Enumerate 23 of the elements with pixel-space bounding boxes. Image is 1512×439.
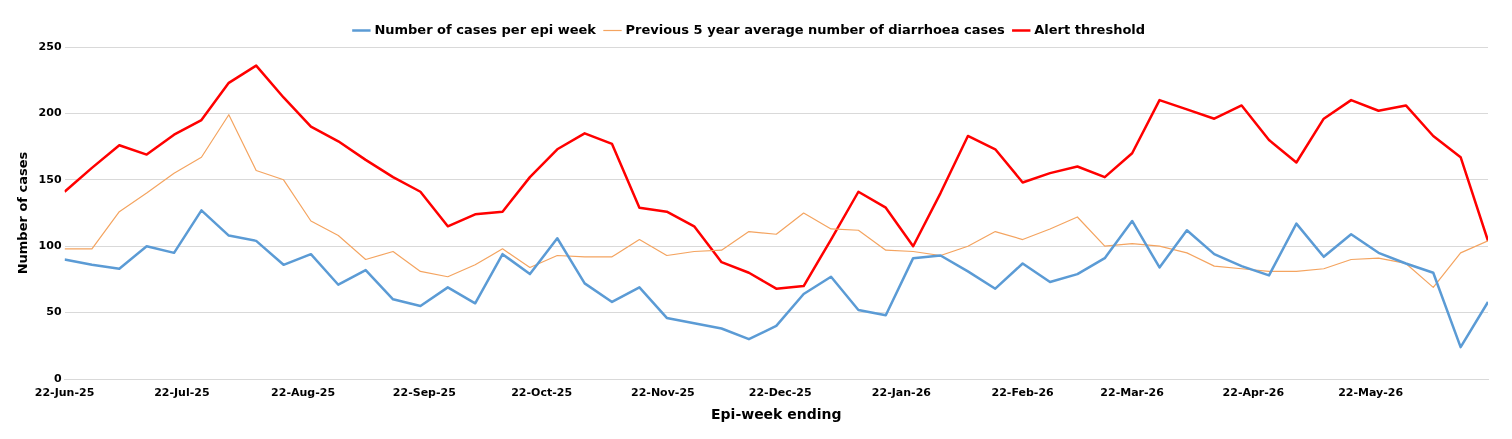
x-tick-label: 22-May-26 [1338,386,1404,400]
x-tick-label: 22-Sep-25 [392,386,456,400]
y-tick-label: 0 [53,371,62,385]
x-tick-label: 22-Jul-25 [154,386,210,400]
y-tick-label: 50 [46,305,62,319]
x-tick-label: 22-Mar-26 [1100,386,1165,400]
y-tick-label: 200 [38,106,62,120]
y-tick-label: 250 [38,39,62,53]
x-tick-label: 22-Oct-25 [511,386,573,400]
x-tick-label: 22-Jan-26 [871,386,932,400]
x-tick-label: 22-Feb-26 [991,386,1055,400]
y-axis-title: Number of cases [15,151,31,275]
x-tick-label: 22-Jun-25 [34,386,95,400]
x-tick-label: 22-Apr-26 [1222,386,1285,400]
legend-label: Alert threshold [1034,21,1146,37]
x-tick-label: 22-Aug-25 [271,386,336,400]
x-tick-label: 22-Nov-25 [631,386,695,400]
x-tick-label: 22-Dec-25 [748,386,812,400]
legend-label: Previous 5 year average number of diarrhoea cases [625,21,1006,37]
legend-label: Number of cases per epi week [374,21,597,37]
y-tick-label: 100 [38,239,62,253]
y-tick-label: 150 [38,172,62,186]
x-axis-title: Epi-week ending [710,406,842,423]
